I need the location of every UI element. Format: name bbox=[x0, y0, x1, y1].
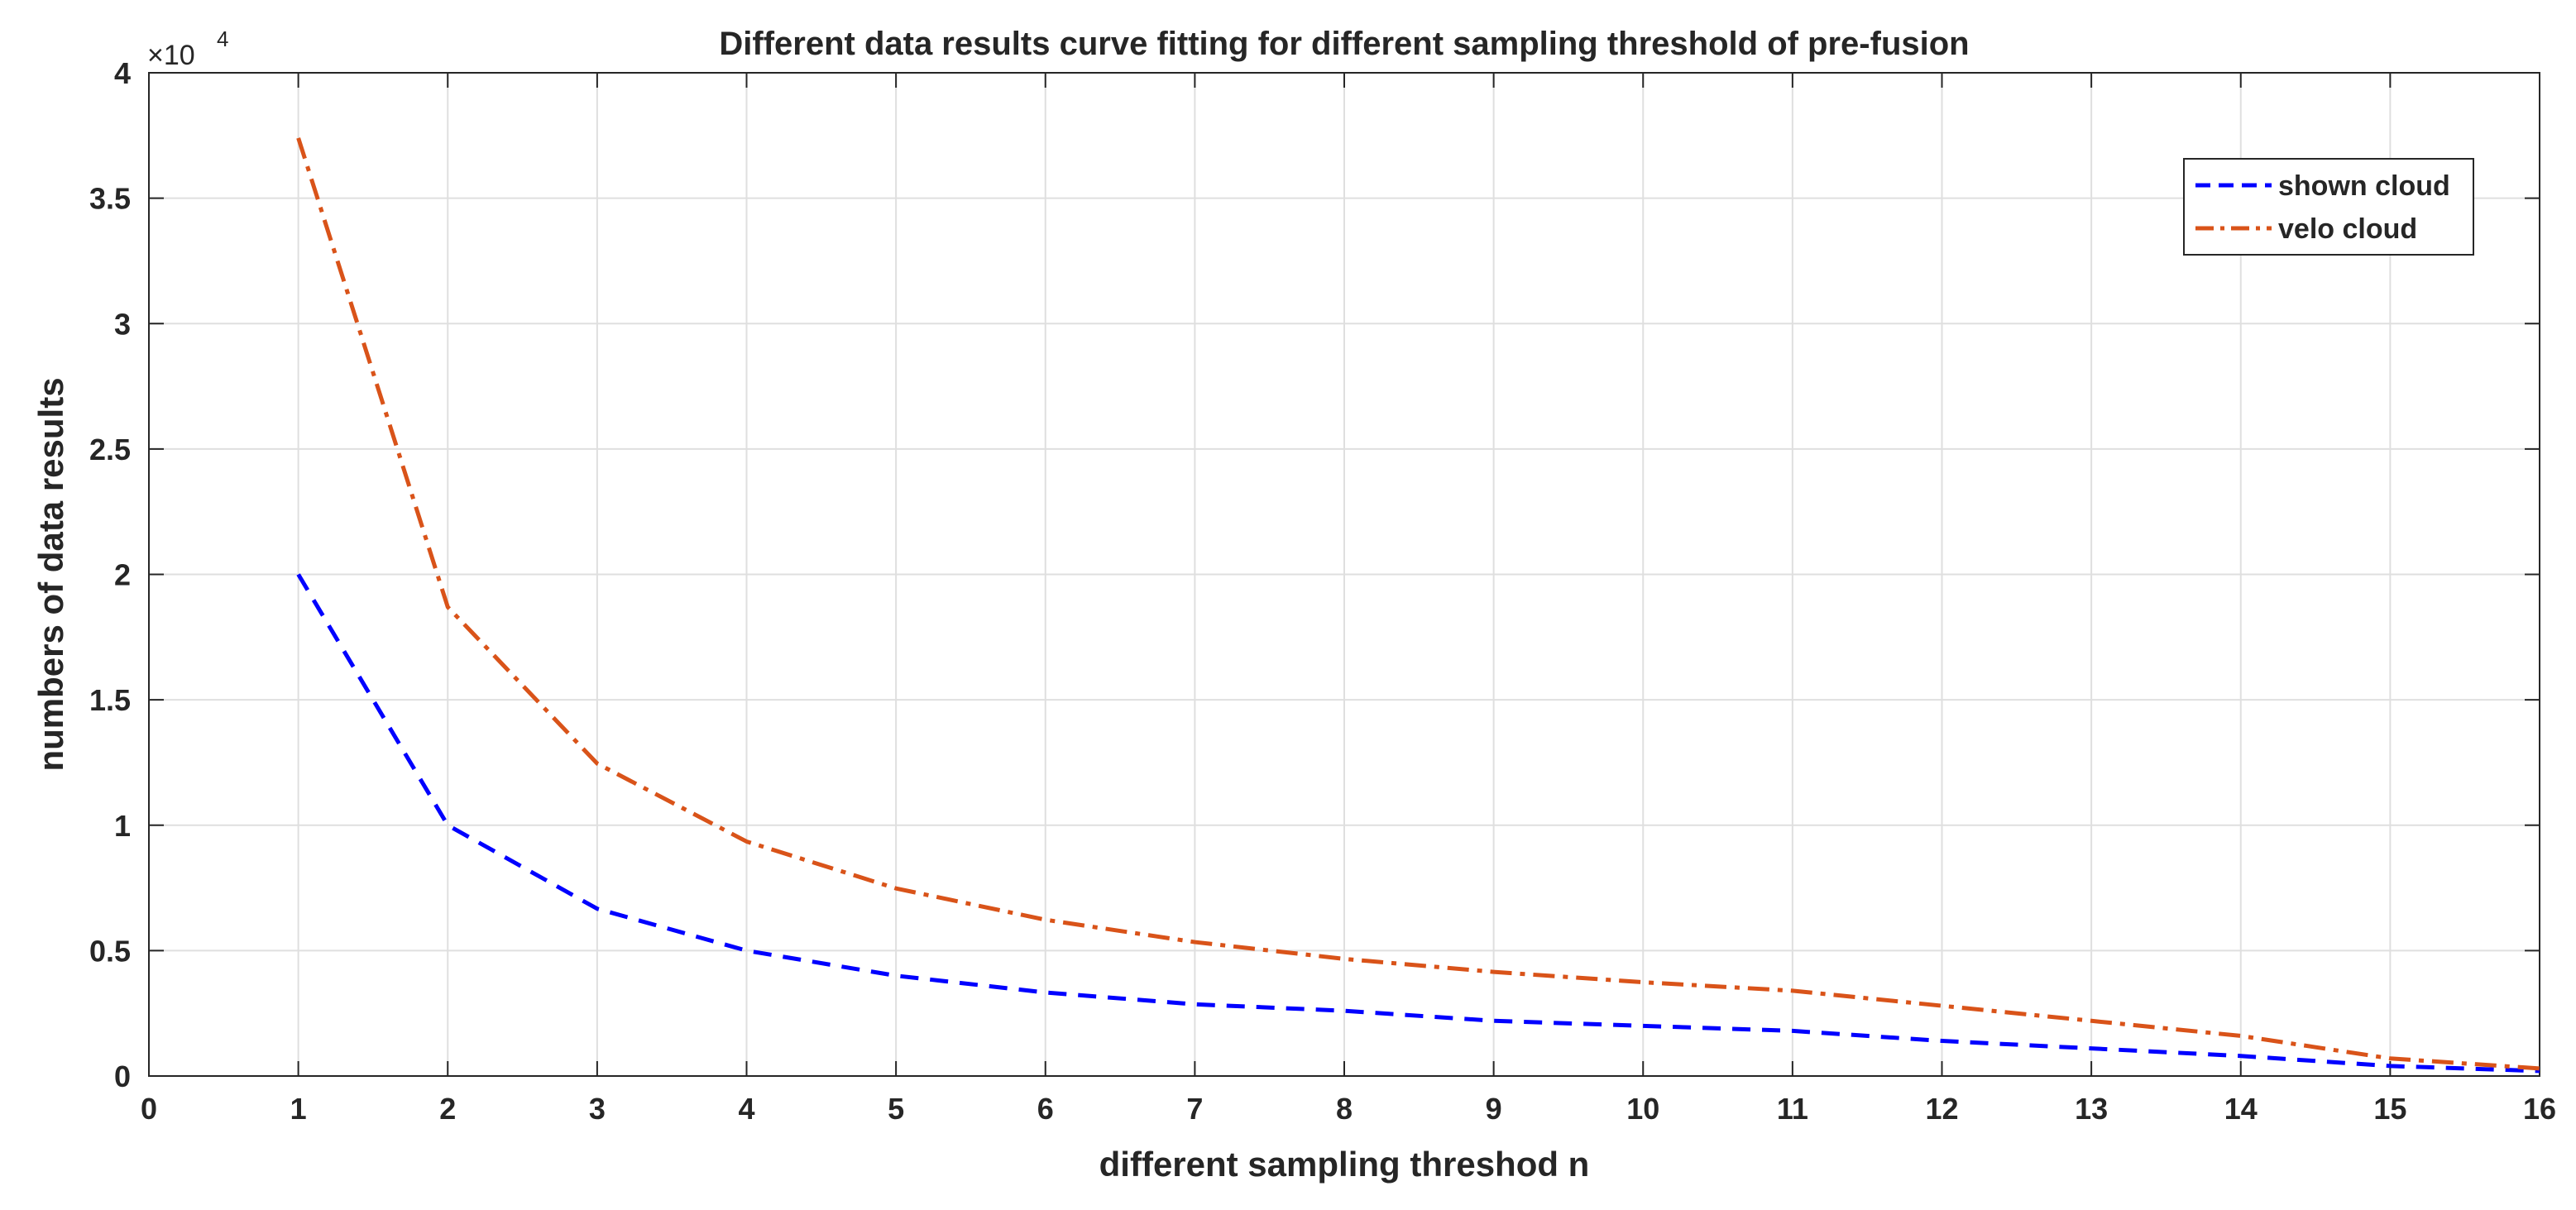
series-shown-cloud bbox=[296, 573, 2540, 1074]
x-axis-label: different sampling threshod n bbox=[1099, 1145, 1590, 1184]
x-tick-label-6: 6 bbox=[1037, 1092, 1054, 1126]
x-tick-label-11: 11 bbox=[1777, 1092, 1808, 1126]
y-tick-label-3.5: 3.5 bbox=[89, 182, 131, 216]
y-multiplier-exponent: 4 bbox=[217, 26, 228, 51]
x-tick-label-16: 16 bbox=[2523, 1092, 2556, 1126]
x-tick-label-10: 10 bbox=[1626, 1092, 1659, 1126]
y-tick-label-3: 3 bbox=[114, 307, 131, 341]
y-tick-label-2: 2 bbox=[114, 558, 131, 592]
legend-box bbox=[2183, 158, 2474, 256]
y-tick-label-0: 0 bbox=[114, 1059, 131, 1093]
x-tick-label-1: 1 bbox=[290, 1092, 307, 1126]
legend: shown cloud velo cloud bbox=[2183, 158, 2474, 256]
legend-label-shown-cloud: shown cloud bbox=[2278, 170, 2450, 202]
series-line-shown-cloud bbox=[296, 573, 2540, 1074]
x-tick-label-13: 13 bbox=[2075, 1092, 2108, 1126]
x-tick-label-2: 2 bbox=[439, 1092, 456, 1126]
legend-label-velo-cloud: velo cloud bbox=[2278, 213, 2417, 245]
y-tick-label-0.5: 0.5 bbox=[89, 934, 131, 968]
y-tick-label-2.5: 2.5 bbox=[89, 433, 131, 466]
x-tick-label-4: 4 bbox=[738, 1092, 754, 1126]
series-line-velo-cloud bbox=[296, 137, 2540, 1071]
y-axis-label: numbers of data results bbox=[31, 377, 70, 771]
x-tick-label-9: 9 bbox=[1486, 1092, 1502, 1126]
y-tick-label-1: 1 bbox=[114, 809, 131, 843]
y-multiplier-label: ×10 bbox=[147, 40, 195, 71]
x-tick-label-14: 14 bbox=[2224, 1092, 2258, 1126]
x-tick-label-3: 3 bbox=[589, 1092, 606, 1126]
series-velo-cloud bbox=[296, 137, 2540, 1071]
x-tick-label-15: 15 bbox=[2373, 1092, 2406, 1126]
x-tick-label-7: 7 bbox=[1186, 1092, 1203, 1126]
y-tick-label-4: 4 bbox=[114, 56, 131, 90]
chart-title: Different data results curve fitting for… bbox=[719, 26, 1969, 62]
y-tick-label-1.5: 1.5 bbox=[89, 683, 131, 717]
tick-marks bbox=[148, 72, 2540, 1077]
x-tick-label-8: 8 bbox=[1336, 1092, 1353, 1126]
x-tick-label-5: 5 bbox=[888, 1092, 904, 1126]
x-tick-label-12: 12 bbox=[1925, 1092, 1958, 1126]
x-tick-label-0: 0 bbox=[141, 1092, 157, 1126]
